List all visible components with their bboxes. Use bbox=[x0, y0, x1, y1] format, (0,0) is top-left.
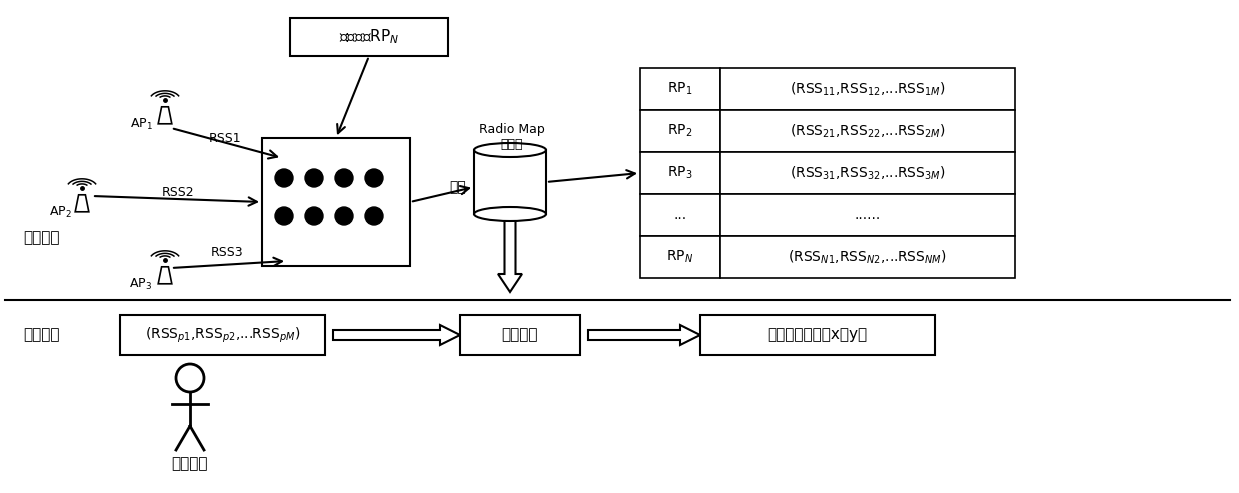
Text: RP$_3$: RP$_3$ bbox=[668, 165, 693, 181]
Text: 在线阶段: 在线阶段 bbox=[24, 327, 61, 343]
Ellipse shape bbox=[475, 207, 546, 221]
Circle shape bbox=[335, 207, 353, 225]
Bar bbox=[641, 68, 720, 110]
Bar bbox=[720, 152, 1015, 194]
Circle shape bbox=[366, 169, 383, 187]
Text: AP$_2$: AP$_2$ bbox=[48, 205, 72, 219]
Polygon shape bbox=[333, 325, 460, 345]
Polygon shape bbox=[159, 267, 172, 284]
Circle shape bbox=[305, 169, 323, 187]
Bar bbox=[720, 68, 1015, 110]
Text: 存储: 存储 bbox=[450, 180, 466, 194]
Text: RSS1: RSS1 bbox=[208, 132, 242, 144]
Text: (RSS$_{31}$,RSS$_{32}$,...RSS$_{3M}$): (RSS$_{31}$,RSS$_{32}$,...RSS$_{3M}$) bbox=[789, 164, 945, 182]
Text: 离线阶段: 离线阶段 bbox=[24, 231, 61, 246]
Bar bbox=[641, 110, 720, 152]
Bar bbox=[720, 236, 1015, 278]
Text: RP$_N$: RP$_N$ bbox=[667, 249, 694, 265]
Circle shape bbox=[305, 207, 323, 225]
Text: (RSS$_{p1}$,RSS$_{p2}$,...RSS$_{pM}$): (RSS$_{p1}$,RSS$_{p2}$,...RSS$_{pM}$) bbox=[145, 325, 300, 345]
Bar bbox=[720, 110, 1015, 152]
Bar bbox=[460, 315, 580, 355]
Text: 用户终端: 用户终端 bbox=[172, 457, 208, 471]
Text: 用户终端位置（x，y）: 用户终端位置（x，y） bbox=[767, 327, 867, 343]
Bar bbox=[641, 194, 720, 236]
Polygon shape bbox=[159, 107, 172, 124]
Text: RSS2: RSS2 bbox=[161, 185, 195, 199]
Text: 匹配算法: 匹配算法 bbox=[502, 327, 538, 343]
Circle shape bbox=[366, 207, 383, 225]
Text: 参考位置RP$_N$: 参考位置RP$_N$ bbox=[338, 28, 399, 46]
Text: ......: ...... bbox=[855, 208, 881, 222]
Bar bbox=[641, 152, 720, 194]
Text: ...: ... bbox=[674, 208, 686, 222]
Text: RP$_2$: RP$_2$ bbox=[668, 123, 693, 139]
Bar bbox=[290, 18, 449, 56]
Circle shape bbox=[275, 169, 292, 187]
Text: Radio Map: Radio Map bbox=[479, 124, 545, 137]
Text: AP$_1$: AP$_1$ bbox=[130, 116, 152, 132]
Bar bbox=[261, 138, 410, 266]
Text: (RSS$_{N1}$,RSS$_{N2}$,...RSS$_{NM}$): (RSS$_{N1}$,RSS$_{N2}$,...RSS$_{NM}$) bbox=[788, 248, 947, 266]
Text: 数据库: 数据库 bbox=[501, 138, 523, 150]
Ellipse shape bbox=[475, 143, 546, 157]
Text: (RSS$_{21}$,RSS$_{22}$,...RSS$_{2M}$): (RSS$_{21}$,RSS$_{22}$,...RSS$_{2M}$) bbox=[789, 122, 945, 140]
Text: AP$_3$: AP$_3$ bbox=[129, 277, 152, 291]
Polygon shape bbox=[498, 219, 522, 292]
Circle shape bbox=[335, 169, 353, 187]
Text: RP$_1$: RP$_1$ bbox=[668, 81, 693, 97]
Bar bbox=[641, 236, 720, 278]
Bar bbox=[700, 315, 935, 355]
Bar bbox=[720, 194, 1015, 236]
Bar bbox=[120, 315, 325, 355]
Text: (RSS$_{11}$,RSS$_{12}$,...RSS$_{1M}$): (RSS$_{11}$,RSS$_{12}$,...RSS$_{1M}$) bbox=[789, 80, 945, 98]
Polygon shape bbox=[589, 325, 700, 345]
Circle shape bbox=[275, 207, 292, 225]
Polygon shape bbox=[76, 195, 89, 212]
Text: RSS3: RSS3 bbox=[211, 246, 243, 258]
